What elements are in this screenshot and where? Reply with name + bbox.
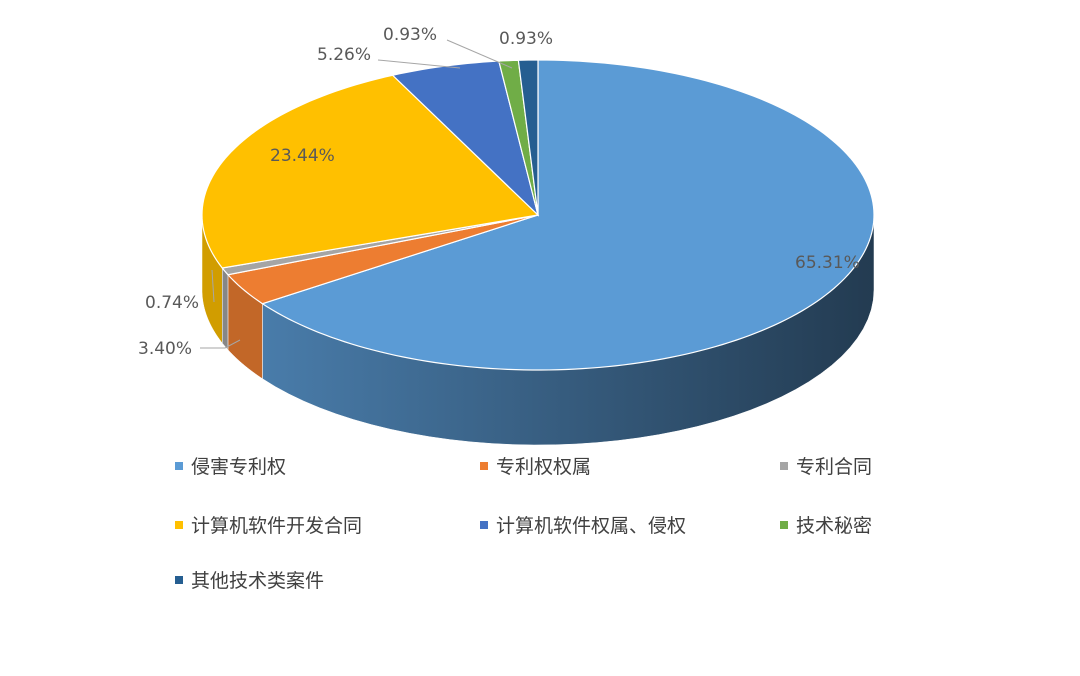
legend-item: 专利权权属 (480, 452, 591, 479)
legend-item: 专利合同 (780, 452, 872, 479)
pie-slice (226, 214, 539, 305)
data-label: 0.93% (383, 25, 437, 45)
data-label: 0.74% (145, 293, 199, 313)
pie-slice-side (222, 267, 229, 351)
legend-swatch (780, 461, 788, 470)
legend-swatch (780, 520, 788, 529)
data-label: 0.93% (499, 29, 553, 49)
legend-swatch (175, 461, 183, 470)
legend-item: 技术秘密 (780, 511, 872, 538)
legend-label: 侵害专利权 (191, 456, 287, 478)
legend-swatch (480, 461, 488, 470)
data-label: 5.26% (317, 45, 371, 65)
legend-swatch (480, 520, 488, 529)
legend-label: 专利合同 (796, 456, 873, 478)
legend-item: 计算机软件权属、侵权 (480, 511, 686, 538)
legend-swatch (175, 520, 183, 529)
legend-label: 计算机软件权属、侵权 (496, 515, 687, 537)
legend-label: 计算机软件开发合同 (191, 515, 363, 537)
legend-item: 计算机软件开发合同 (175, 511, 362, 538)
legend-label: 其他技术类案件 (191, 570, 325, 592)
data-label: 3.40% (138, 339, 192, 359)
legend-item: 侵害专利权 (175, 452, 286, 479)
data-label: 65.31% (795, 253, 860, 273)
pie-slice (261, 59, 875, 371)
legend-item: 其他技术类案件 (175, 566, 324, 593)
pie-slice (517, 59, 539, 216)
leader-line (200, 339, 241, 349)
legend-swatch (175, 575, 183, 584)
pie-slice (201, 74, 540, 269)
leader-line (377, 59, 461, 69)
leader-line (446, 39, 513, 69)
legend-label: 技术秘密 (796, 515, 873, 537)
leader-line (211, 269, 215, 303)
legend-label: 专利权权属 (496, 456, 592, 478)
data-label: 23.44% (270, 146, 335, 166)
